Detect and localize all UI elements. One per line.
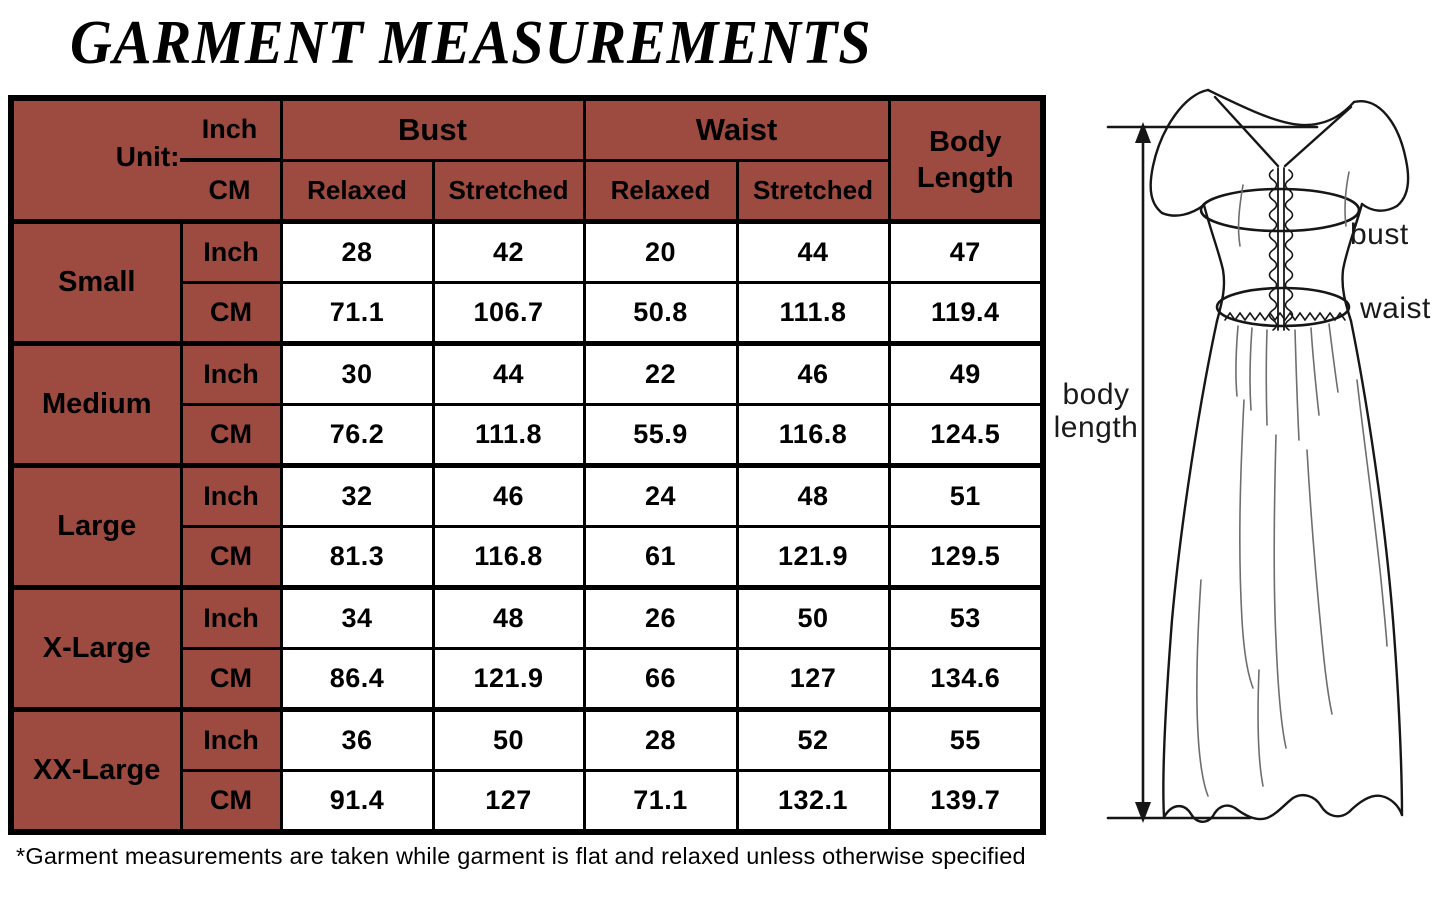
measurement-cell: 124.5: [887, 403, 1045, 467]
measurement-cell: 44: [735, 219, 891, 284]
bust-relaxed-header: Relaxed: [279, 159, 435, 223]
measurement-cell: 49: [887, 341, 1045, 406]
measurement-cell: 106.7: [431, 281, 586, 345]
measurement-cell: 28: [279, 219, 435, 284]
fold-lines: [1196, 171, 1388, 797]
measurement-cell: 91.4: [279, 769, 435, 833]
measurement-cell: 52: [735, 707, 891, 772]
measurement-cell: 116.8: [735, 403, 891, 467]
ruching-squiggles: [1224, 169, 1346, 331]
row-unit-cm: CM: [179, 403, 283, 467]
row-unit-cm: CM: [179, 647, 283, 711]
row-unit-inch: Inch: [179, 341, 283, 406]
size-label-small: Small: [9, 219, 183, 345]
row-unit-cm: CM: [179, 525, 283, 589]
measurement-cell: 71.1: [582, 769, 739, 833]
measurement-cell: 28: [582, 707, 739, 772]
measurement-cell: 66: [582, 647, 739, 711]
row-unit-cm: CM: [179, 769, 283, 833]
bust-group-header: Bust: [279, 96, 586, 163]
measurement-cell: 22: [582, 341, 739, 406]
measurement-cell: 50.8: [582, 281, 739, 345]
waist-label: waist: [1360, 292, 1431, 325]
waist-relaxed-header: Relaxed: [582, 159, 739, 223]
measurement-cell: 121.9: [431, 647, 586, 711]
row-unit-inch: Inch: [179, 463, 283, 528]
measurement-cell: 55.9: [582, 403, 739, 467]
measurement-cell: 81.3: [279, 525, 435, 589]
measurement-cell: 71.1: [279, 281, 435, 345]
measurement-cell: 61: [582, 525, 739, 589]
size-label-xx-large: XX-Large: [9, 707, 183, 833]
page-title: GARMENT MEASUREMENTS: [70, 7, 872, 78]
row-unit-inch: Inch: [179, 219, 283, 284]
measurement-cell: 132.1: [735, 769, 891, 833]
garment-diagram: bust waist body length: [1045, 80, 1445, 850]
measurement-cell: 121.9: [735, 525, 891, 589]
measurement-cell: 47: [887, 219, 1045, 284]
measurement-cell: 46: [735, 341, 891, 406]
body-length-header: Body Length: [887, 96, 1045, 223]
measurement-cell: 51: [887, 463, 1045, 528]
measurement-cell: 44: [431, 341, 586, 406]
size-label-x-large: X-Large: [9, 585, 183, 711]
measurement-cell: 32: [279, 463, 435, 528]
measurement-cell: 26: [582, 585, 739, 650]
measurement-cell: 119.4: [887, 281, 1045, 345]
measurement-cell: 48: [735, 463, 891, 528]
unit-label: Unit:: [115, 141, 180, 172]
waist-stretched-header: Stretched: [735, 159, 891, 223]
measurement-cell: 53: [887, 585, 1045, 650]
measurement-cell: 127: [431, 769, 586, 833]
size-label-medium: Medium: [9, 341, 183, 467]
size-label-large: Large: [9, 463, 183, 589]
dress-back-sketch-icon: [1106, 88, 1410, 823]
row-unit-cm: CM: [179, 281, 283, 345]
measurement-cell: 129.5: [887, 525, 1045, 589]
measurement-cell: 127: [735, 647, 891, 711]
footnote-text: *Garment measurements are taken while ga…: [16, 843, 1026, 869]
body-length-label: body length: [1053, 378, 1139, 444]
unit-cm-label: CM: [208, 175, 251, 205]
unit-inch-label: Inch: [179, 101, 280, 162]
measurement-cell: 111.8: [735, 281, 891, 345]
measurement-cell: 20: [582, 219, 739, 284]
measurement-cell: 34: [279, 585, 435, 650]
measurement-cell: 30: [279, 341, 435, 406]
measurement-cell: 86.4: [279, 647, 435, 711]
measurement-cell: 50: [431, 707, 586, 772]
measurement-cell: 116.8: [431, 525, 586, 589]
measurement-cell: 55: [887, 707, 1045, 772]
garment-measurements-table: Unit: Inch CM Bust Waist Body Length Rel…: [8, 95, 1046, 835]
measurement-cell: 134.6: [887, 647, 1045, 711]
unit-fraction: Inch CM: [179, 101, 280, 219]
measurement-cell: 50: [735, 585, 891, 650]
measurement-cell: 36: [279, 707, 435, 772]
measurement-cell: 46: [431, 463, 586, 528]
body-length-arrow: [1106, 122, 1319, 823]
row-unit-inch: Inch: [179, 585, 283, 650]
waist-group-header: Waist: [582, 96, 891, 163]
bust-label: bust: [1350, 218, 1409, 251]
measurement-cell: 42: [431, 219, 586, 284]
measurement-cell: 139.7: [887, 769, 1045, 833]
measurement-cell: 111.8: [431, 403, 586, 467]
bust-stretched-header: Stretched: [431, 159, 586, 223]
measurement-cell: 24: [582, 463, 739, 528]
measurement-cell: 48: [431, 585, 586, 650]
measurement-cell: 76.2: [279, 403, 435, 467]
row-unit-inch: Inch: [179, 707, 283, 772]
unit-header-cell: Unit: Inch CM: [9, 96, 283, 223]
